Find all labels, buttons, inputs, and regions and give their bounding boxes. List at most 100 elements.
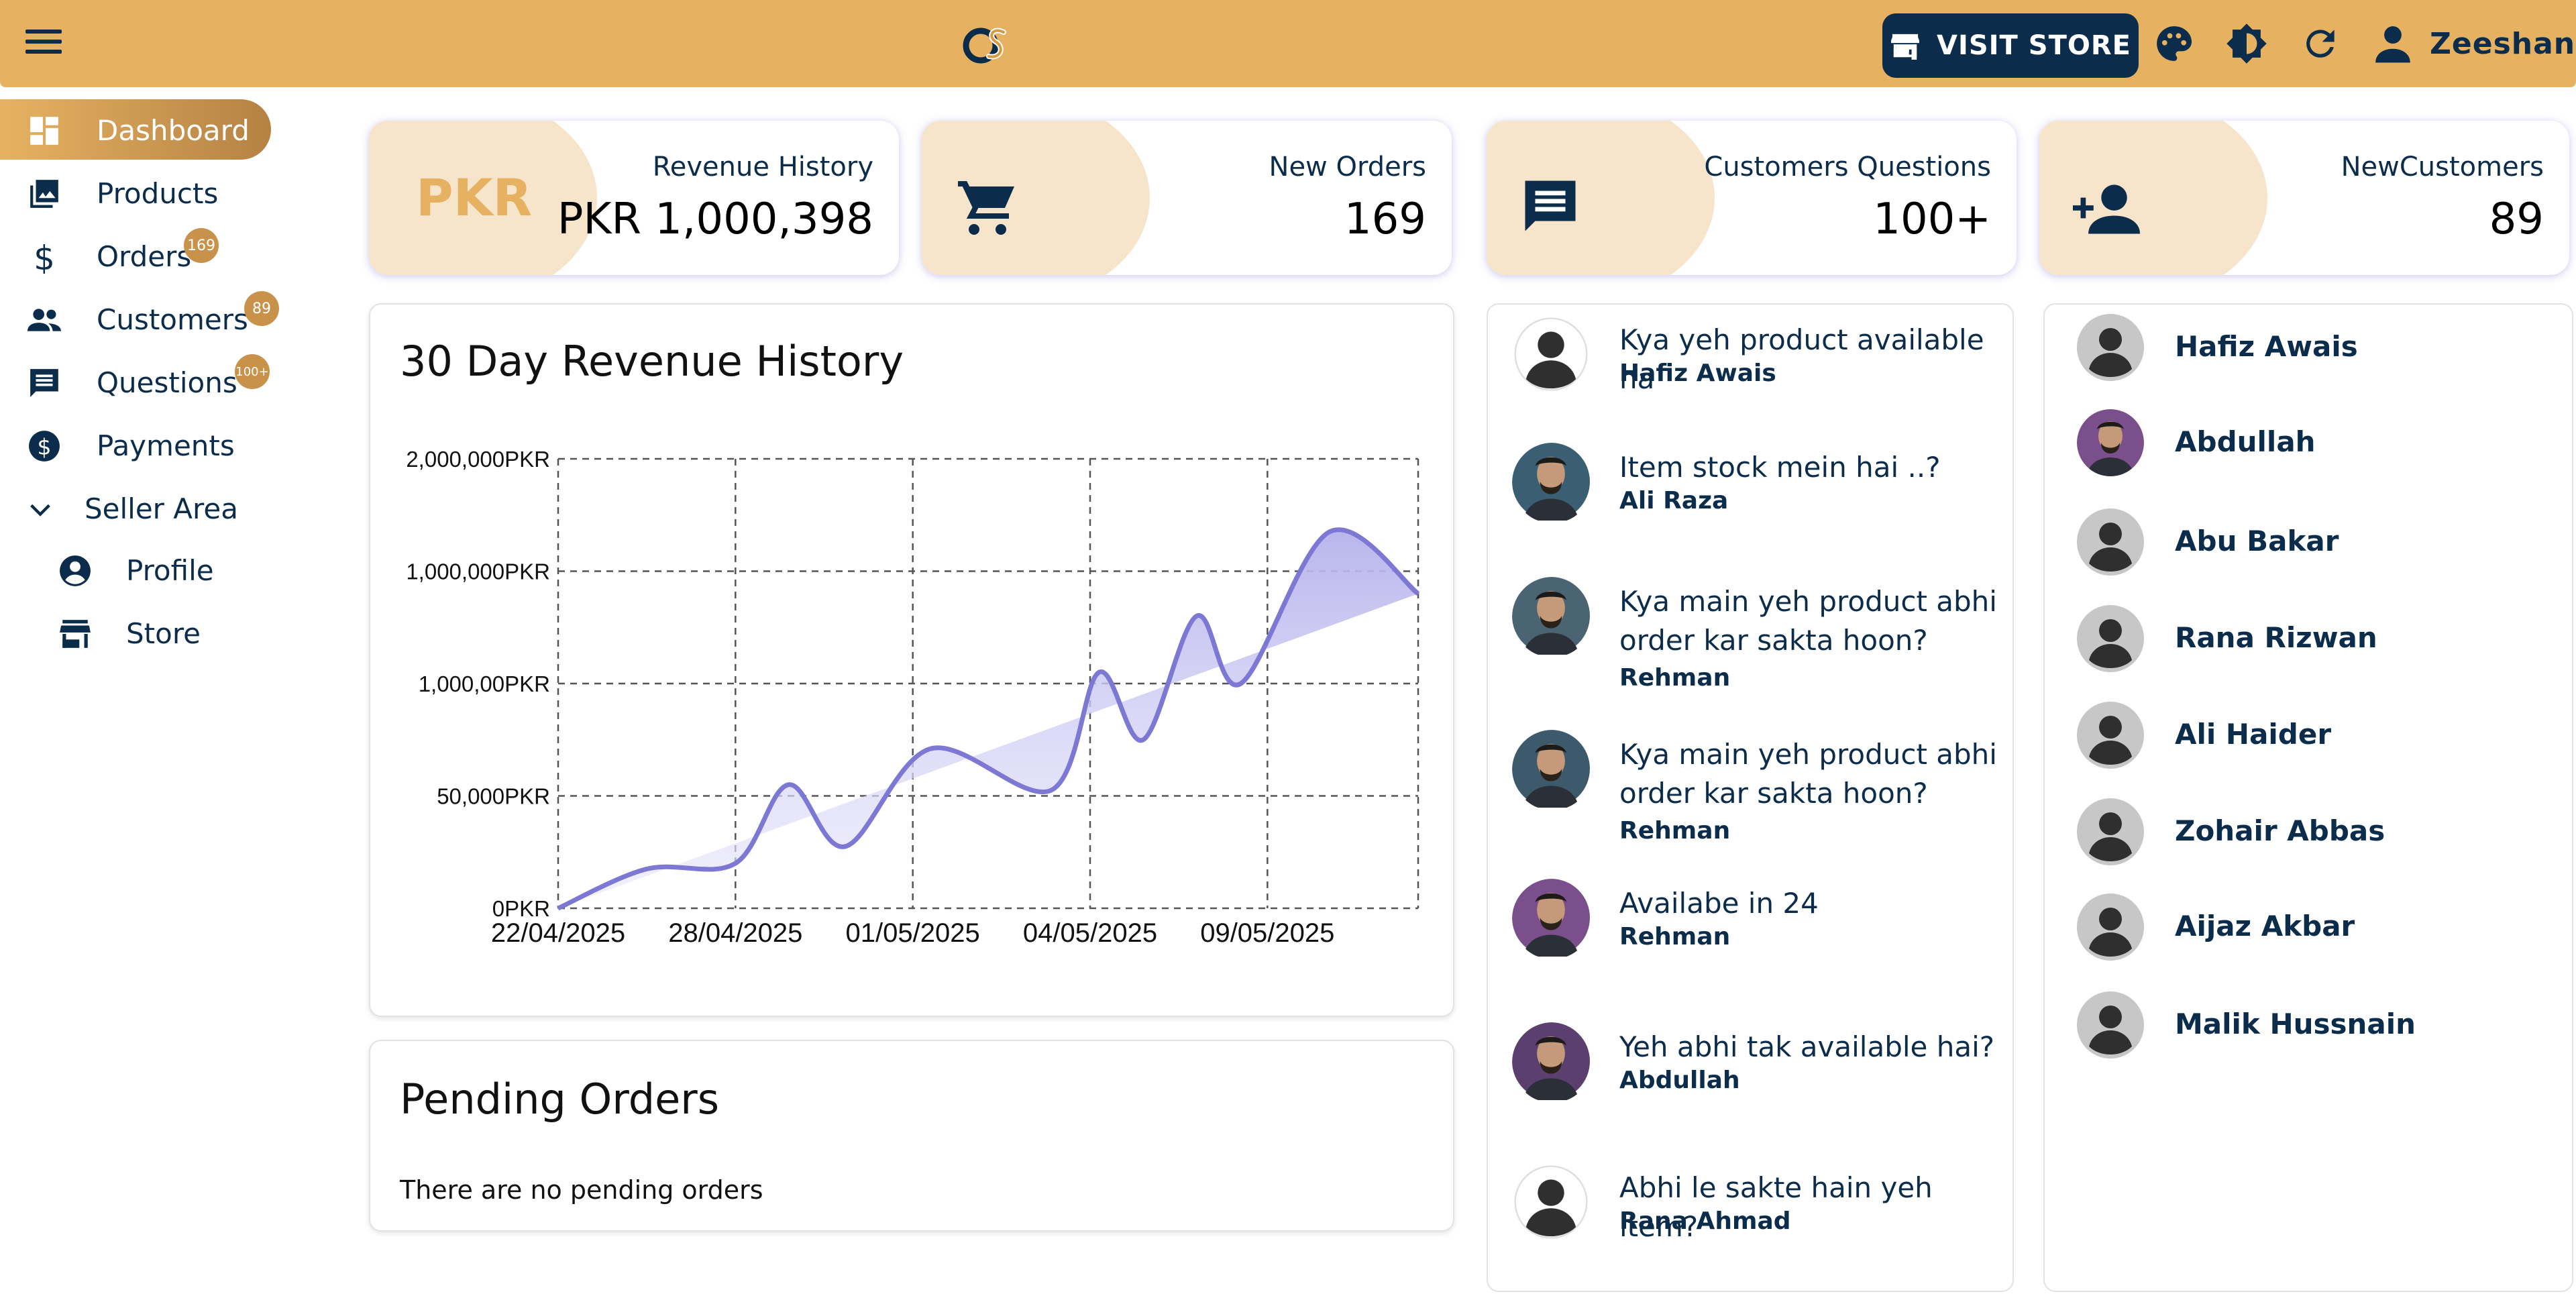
revenue-point [1050,790,1052,792]
sidebar-item-label: Questions [97,366,237,399]
stat-title: New Orders [1269,152,1426,182]
card-blob [922,121,1150,275]
default-avatar-icon [1512,1163,1590,1241]
sidebar-item-products[interactable]: Products [0,162,271,223]
customer-avatar [2077,894,2144,961]
stat-card-new-orders[interactable]: New Orders 169 [922,121,1452,275]
panel-title: 30 Day Revenue History [400,337,904,386]
question-item[interactable]: Kya yeh product available ha Hafiz Awais [1488,315,2011,443]
visit-store-button[interactable]: VISIT STORE [1882,13,2139,78]
customer-item[interactable]: Rana Rizwan [2045,601,2575,675]
customer-name: Abu Bakar [2175,525,2339,557]
customer-item[interactable]: Aijaz Akbar [2045,889,2575,963]
x-tick-label: 28/04/2025 [668,918,802,948]
question-avatar [1512,443,1593,523]
user-name[interactable]: Zeeshan [2430,27,2576,61]
question-item[interactable]: Yeh abhi tak available hai? Abdullah [1488,1022,2011,1150]
person-add-icon [2073,184,2140,234]
revenue-point [1328,531,1330,533]
customer-avatar [2077,508,2144,576]
question-item[interactable]: Item stock mein hai ..? Ali Raza [1488,443,2011,570]
svg-text:$: $ [34,240,55,274]
revenue-line [557,527,1420,911]
stat-card-revenue[interactable]: PKR Revenue History PKR 1,000,398 [369,121,899,275]
customer-item[interactable]: Abu Bakar [2045,504,2575,578]
customer-item[interactable]: Hafiz Awais [2045,310,2575,384]
default-avatar-icon [2077,798,2144,865]
sidebar-item-questions[interactable]: Questions 100+ [0,351,271,412]
question-item[interactable]: Availabe in 24 Rehman [1488,879,2011,1006]
pending-orders-panel: Pending Orders There are no pending orde… [369,1040,1454,1232]
question-item[interactable]: Abhi le sakte hain yeh item? Rana Ahmad [1488,1163,2011,1291]
sidebar-item-customers[interactable]: Customers 89 [0,288,279,349]
sidebar: Dashboard Products $ Orders 169 Customer… [0,87,288,1298]
menu-icon[interactable] [25,30,62,58]
user-photo-avatar [1512,1022,1590,1100]
sidebar-item-label: Store [126,617,201,650]
revenue-chart: 0PKR 50,000PKR 1,000,00PKR 1,000,000PKR 2,00… [406,447,1420,948]
y-tick-label: 2,000,000PKR [406,447,550,472]
revenue-point [1240,683,1242,684]
sidebar-section-seller-area[interactable]: Seller Area [0,478,271,538]
account-circle-icon [60,555,91,586]
x-tick-label: 09/05/2025 [1200,918,1334,948]
question-author: Hafiz Awais [1619,360,1776,387]
customer-item[interactable]: Ali Haider [2045,698,2575,771]
sidebar-item-label: Profile [126,554,214,587]
stat-card-new-customers[interactable]: NewCustomers 89 [2039,121,2569,275]
customer-item[interactable]: Abdullah [2045,405,2575,479]
question-text: Kya yeh product available ha [1619,323,1984,395]
cart-icon [958,181,1014,235]
palette-icon[interactable] [2153,23,2195,64]
x-tick-label: 04/05/2025 [1023,918,1157,948]
orders-badge: 169 [184,228,219,263]
customer-name: Hafiz Awais [2175,330,2358,363]
customer-avatar [2077,605,2144,672]
customer-avatar [2077,798,2144,865]
comment-icon [30,369,58,397]
customer-item[interactable]: Malik Hussnain [2045,987,2575,1061]
default-avatar-icon [2077,314,2144,381]
default-avatar-icon [2077,605,2144,672]
refresh-icon[interactable] [2300,23,2341,64]
question-text: Item stock mein hai ..? [1619,451,1941,484]
user-photo-avatar [1512,577,1590,655]
customer-avatar [2077,702,2144,769]
revenue-history-panel: 30 Day Revenue History 0PKR 50,000PKR 1,00… [369,303,1454,1017]
user-icon[interactable] [2372,23,2414,64]
dollar-circle-icon: $ [29,431,60,462]
stat-card-customer-questions[interactable]: Customers Questions 100+ [1487,121,2017,275]
stat-value: 89 [2489,195,2544,244]
sidebar-item-store[interactable]: Store [0,602,271,663]
revenue-area [558,529,1418,908]
question-text: Yeh abhi tak available hai? [1619,1030,1995,1063]
question-avatar [1512,1163,1593,1244]
question-avatar [1512,1022,1593,1103]
customer-name: Ali Haider [2175,718,2332,751]
sidebar-item-payments[interactable]: $ Payments [0,415,271,475]
question-item[interactable]: Kya main yeh product abhi order kar sakt… [1488,577,2011,704]
brand-logo [963,28,1006,64]
customer-avatar [2077,314,2144,381]
revenue-point [646,868,648,870]
question-text: Abhi le sakte hain yeh item? [1619,1171,1933,1243]
revenue-point [845,845,847,847]
brightness-icon[interactable] [2226,23,2267,64]
question-text: Availabe in 24 [1619,887,1819,920]
customer-name: Aijaz Akbar [2175,910,2355,942]
stat-title: NewCustomers [2341,152,2544,182]
revenue-point [1098,671,1100,673]
sidebar-item-dashboard[interactable]: Dashboard [0,99,271,160]
y-tick-label: 1,000,000PKR [406,559,550,584]
sidebar-section-label: Seller Area [85,492,238,525]
question-item[interactable]: Kya main yeh product abhi order kar sakt… [1488,730,2011,857]
sidebar-item-label: Payments [97,429,235,462]
people-icon [28,309,61,331]
sidebar-item-orders[interactable]: $ Orders 169 [0,225,271,286]
card-blob [369,121,597,275]
image-gallery-icon [30,180,58,208]
store-icon [1891,34,1920,60]
customer-item[interactable]: Zohair Abbas [2045,794,2575,868]
sidebar-item-profile[interactable]: Profile [0,539,271,600]
empty-state-text: There are no pending orders [400,1175,763,1205]
